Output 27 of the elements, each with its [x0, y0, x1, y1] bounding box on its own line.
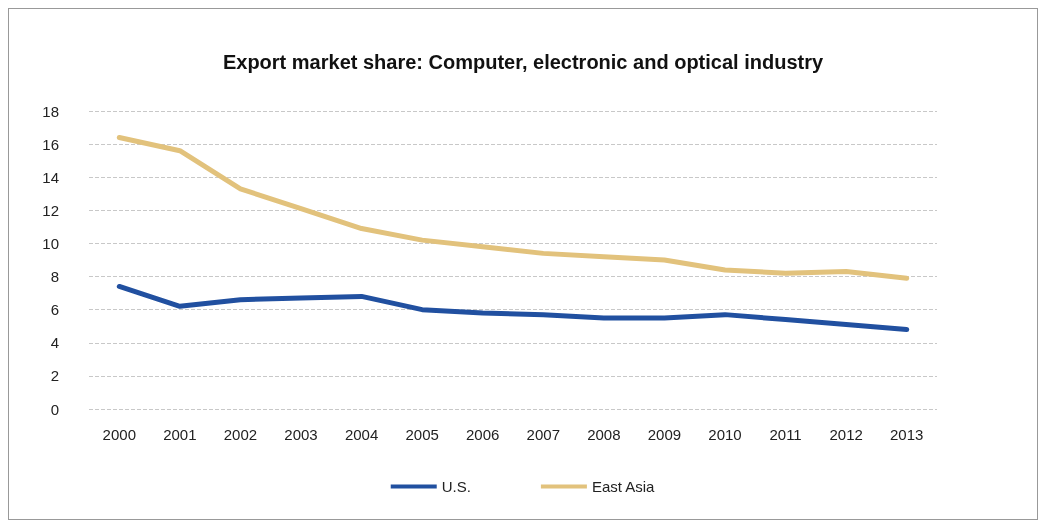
- legend-label: U.S.: [441, 478, 471, 495]
- y-tick-label: 14: [42, 168, 59, 186]
- x-tick-label: 2003: [284, 426, 318, 443]
- x-tick-label: 2004: [344, 426, 379, 443]
- x-tick-label: 2005: [405, 426, 439, 443]
- x-tick-label: 2012: [829, 426, 863, 443]
- y-tick-label: 6: [50, 301, 59, 319]
- legend-label: East Asia: [591, 478, 656, 495]
- x-tick-label: 2009: [647, 426, 682, 443]
- x-tick-label: 2001: [163, 426, 197, 443]
- y-tick-label: 4: [50, 334, 59, 352]
- x-tick-label: 2008: [587, 426, 621, 443]
- x-tick-label: 2010: [708, 426, 742, 443]
- y-tick-label: 18: [42, 102, 59, 120]
- x-tick-label: 2006: [466, 426, 500, 443]
- x-tick-label: 2011: [769, 426, 802, 443]
- y-tick-label: 10: [42, 234, 59, 252]
- y-tick-label: 16: [42, 135, 59, 153]
- y-tick-label: 2: [50, 367, 59, 385]
- chart-title: Export market share: Computer, electronic and optical industry: [222, 51, 824, 73]
- x-tick-label: 2013: [890, 426, 924, 443]
- x-tick-label: 2007: [526, 426, 560, 443]
- x-tick-label: 2002: [223, 426, 258, 443]
- y-tick-label: 8: [50, 268, 59, 286]
- y-tick-label: 12: [42, 201, 59, 219]
- y-tick-label: 0: [50, 400, 59, 418]
- x-tick-label: 2000: [102, 426, 136, 443]
